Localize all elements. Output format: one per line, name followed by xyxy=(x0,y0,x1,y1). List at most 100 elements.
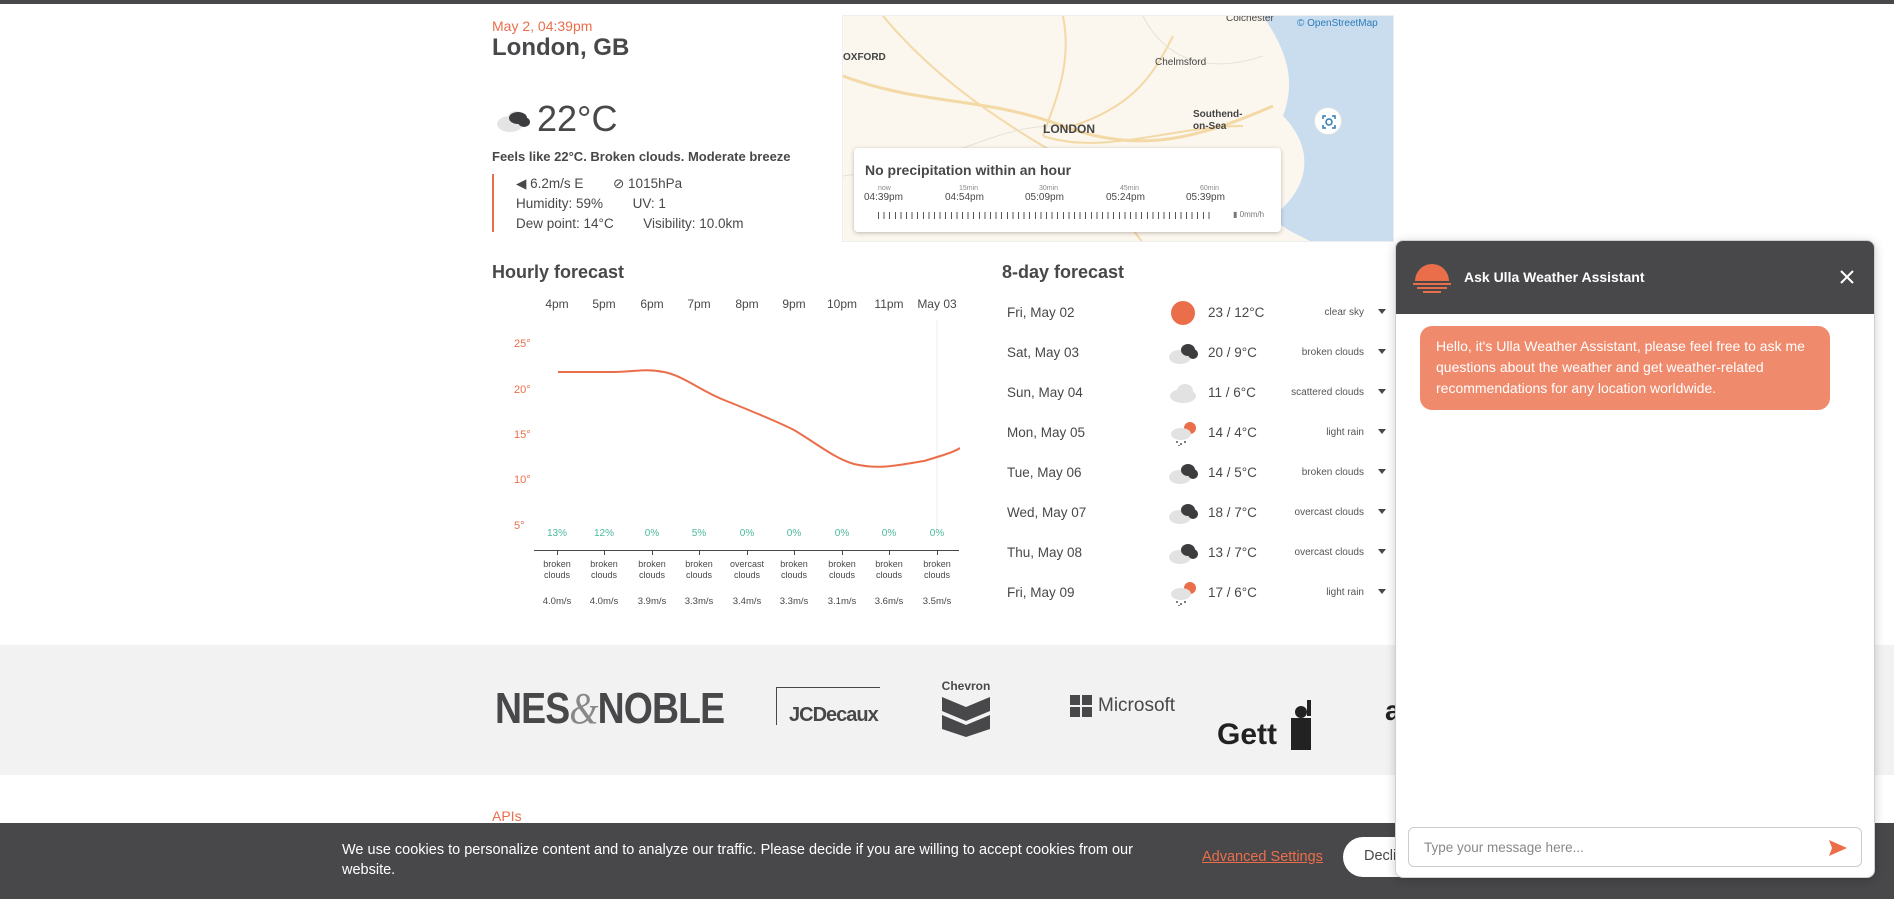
temperature-line xyxy=(558,369,960,468)
broken-clouds-icon xyxy=(1169,544,1198,564)
chat-message-input[interactable] xyxy=(1424,837,1804,857)
axis-tick xyxy=(699,550,700,555)
close-chat-button[interactable] xyxy=(1836,266,1858,288)
pressure-value: 1015hPa xyxy=(628,176,683,191)
send-icon xyxy=(1829,840,1847,856)
daily-date: Fri, May 09 xyxy=(1007,585,1075,600)
hourly-description: broken clouds xyxy=(638,559,666,580)
expand-caret-icon[interactable] xyxy=(1378,429,1386,434)
precip-tick: 15min 04:54pm xyxy=(945,185,984,203)
broken-clouds-icon xyxy=(1169,464,1198,484)
axis-tick xyxy=(747,550,748,555)
hourly-description: broken clouds xyxy=(875,559,903,580)
precip-probability: 5% xyxy=(691,528,707,539)
precip-tick: 60min 05:39pm xyxy=(1186,185,1225,203)
precip-probability: 13% xyxy=(546,528,567,539)
daily-date: Sun, May 04 xyxy=(1007,385,1083,400)
precip-tick: now 04:39pm xyxy=(864,185,903,203)
precip-probability: 0% xyxy=(881,528,897,539)
precip-probability: 0% xyxy=(929,528,945,539)
daily-row[interactable]: Thu, May 08 13 / 7°C overcast clouds xyxy=(1002,533,1388,573)
daily-temperature: 13 / 7°C xyxy=(1208,545,1257,560)
fullscreen-icon xyxy=(1322,115,1336,129)
close-icon xyxy=(1840,270,1854,284)
pressure-icon: ⊘ xyxy=(612,176,625,191)
daily-row[interactable]: Sun, May 04 11 / 6°C scattered clouds xyxy=(1002,373,1388,413)
expand-caret-icon[interactable] xyxy=(1378,309,1386,314)
send-button[interactable] xyxy=(1827,837,1849,859)
daily-date: Thu, May 08 xyxy=(1007,545,1083,560)
daily-row[interactable]: Tue, May 06 14 / 5°C broken clouds xyxy=(1002,453,1388,493)
map-label-london: LONDON xyxy=(1043,122,1095,136)
chat-title: Ask Ulla Weather Assistant xyxy=(1464,269,1645,285)
precip-ruler xyxy=(878,212,1213,219)
microsoft-logo: Microsoft xyxy=(1070,695,1175,717)
city-name: London, GB xyxy=(492,34,630,61)
daily-description: clear sky xyxy=(1324,307,1364,318)
expand-caret-icon[interactable] xyxy=(1378,389,1386,394)
expand-caret-icon[interactable] xyxy=(1378,349,1386,354)
hour-label: 8pm xyxy=(735,297,759,311)
daily-description: broken clouds xyxy=(1301,347,1364,358)
hourly-description: broken clouds xyxy=(590,559,618,580)
daily-description: broken clouds xyxy=(1301,467,1364,478)
expand-caret-icon[interactable] xyxy=(1378,469,1386,474)
daily-temperature: 17 / 6°C xyxy=(1208,585,1257,600)
axis-tick xyxy=(794,550,795,555)
daily-date: Mon, May 05 xyxy=(1007,425,1086,440)
precipitation-title: No precipitation within an hour xyxy=(865,162,1072,178)
light-rain-icon xyxy=(1171,422,1196,446)
hourly-axis xyxy=(534,550,959,551)
daily-description: light rain xyxy=(1326,587,1364,598)
jcdecaux-logo: JCDecaux xyxy=(776,687,880,726)
map-label-oxford: OXFORD xyxy=(843,52,886,63)
daily-date: Tue, May 06 xyxy=(1007,465,1082,480)
hour-label: 5pm xyxy=(592,297,616,311)
broken-clouds-icon xyxy=(1169,504,1198,524)
expand-caret-icon[interactable] xyxy=(1378,549,1386,554)
daily-description: scattered clouds xyxy=(1291,387,1364,398)
expand-caret-icon[interactable] xyxy=(1378,509,1386,514)
map-label-colchester: Colchester xyxy=(1226,15,1274,24)
wind-direction-icon: ◀︎ xyxy=(516,176,527,191)
daily-row[interactable]: Mon, May 05 14 / 4°C light rain xyxy=(1002,413,1388,453)
hourly-wind: 4.0m/s xyxy=(542,596,572,607)
hourly-wind: 3.3m/s xyxy=(684,596,714,607)
daily-row[interactable]: Fri, May 09 17 / 6°C light rain xyxy=(1002,573,1388,613)
current-temperature: 22°C xyxy=(537,98,618,139)
daily-row[interactable]: Fri, May 02 23 / 12°C clear sky xyxy=(1002,293,1388,333)
daily-temperature: 20 / 9°C xyxy=(1208,345,1257,360)
axis-tick xyxy=(842,550,843,555)
map-label-chelmsford: Chelmsford xyxy=(1155,57,1207,68)
daily-row[interactable]: Sat, May 03 20 / 9°C broken clouds xyxy=(1002,333,1388,373)
daily-description: overcast clouds xyxy=(1294,547,1364,558)
daily-temperature: 14 / 5°C xyxy=(1208,465,1257,480)
light-rain-icon xyxy=(1171,582,1196,606)
expand-caret-icon[interactable] xyxy=(1378,589,1386,594)
hourly-wind: 3.6m/s xyxy=(874,596,904,607)
daily-date: Fri, May 02 xyxy=(1007,305,1075,320)
map-label-southend: Southend-on-Sea xyxy=(1193,109,1243,132)
precip-tick: 45min 05:24pm xyxy=(1106,185,1145,203)
chat-input-box xyxy=(1408,827,1862,867)
y-tick: 15° xyxy=(514,429,531,441)
map-attribution-link[interactable]: © OpenStreetMap xyxy=(1297,18,1378,29)
dew-point-value: Dew point: 14°C xyxy=(516,216,614,231)
axis-tick xyxy=(937,550,938,555)
fullscreen-button[interactable] xyxy=(1314,107,1342,135)
hour-label: 11pm xyxy=(874,297,904,311)
hourly-description: broken clouds xyxy=(685,559,713,580)
hourly-description: broken clouds xyxy=(923,559,951,580)
visibility-value: Visibility: 10.0km xyxy=(643,216,744,231)
daily-temperature: 11 / 6°C xyxy=(1208,385,1256,400)
assistant-logo-icon xyxy=(1413,264,1451,293)
axis-tick xyxy=(604,550,605,555)
broken-clouds-icon xyxy=(497,111,530,132)
axis-tick xyxy=(652,550,653,555)
apis-link[interactable]: APIs xyxy=(492,808,522,824)
advanced-settings-link[interactable]: Advanced Settings xyxy=(1202,849,1323,865)
current-date: May 2, 04:39pm xyxy=(492,18,593,34)
chevron-logo: Chevron xyxy=(940,679,992,740)
hourly-wind: 3.9m/s xyxy=(637,596,667,607)
daily-row[interactable]: Wed, May 07 18 / 7°C overcast clouds xyxy=(1002,493,1388,533)
